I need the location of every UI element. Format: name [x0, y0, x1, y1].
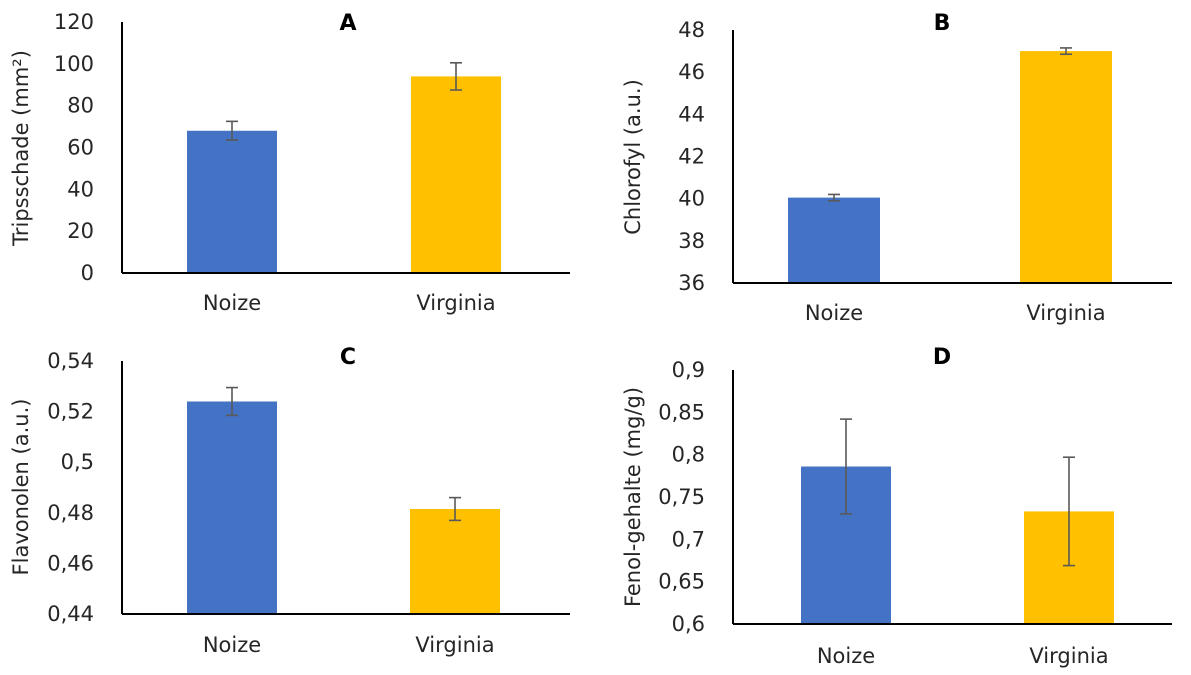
- panel-b-letter: B: [934, 11, 951, 36]
- panel-c-y-axis-title: Flavonolen (a.u.): [9, 399, 33, 576]
- panel-b-bar-virginia: [1020, 51, 1112, 284]
- panel-b-ytick-label: 38: [678, 229, 705, 253]
- panel-d-ytick-label: 0,75: [658, 485, 705, 509]
- panel-a: 0 20 40 60 80 100 120 Noize Virginia Tripsschade …: [9, 10, 570, 315]
- panel-b-ytick-label: 46: [678, 60, 705, 84]
- panel-d-ytick-label: 0,9: [672, 358, 705, 382]
- panel-b-bar-noize: [788, 197, 880, 283]
- panel-c-letter: C: [340, 345, 356, 370]
- panel-a-ytick-label: 40: [67, 177, 94, 201]
- panel-c-ytick-label: 0,46: [47, 551, 94, 575]
- panel-b-ytick-label: 40: [678, 187, 705, 211]
- panel-a-bar-noize: [187, 130, 277, 273]
- panel-d-ytick-label: 0,65: [658, 570, 705, 594]
- panel-a-category-label: Virginia: [416, 291, 495, 315]
- panel-d-ytick-label: 0,8: [672, 443, 705, 467]
- panel-b-ytick-label: 48: [678, 18, 705, 42]
- panel-d-ytick-label: 0,6: [672, 612, 705, 636]
- panel-c-ytick-label: 0,48: [47, 501, 94, 525]
- panel-c-category-label: Noize: [203, 633, 261, 657]
- panel-c-ytick-label: 0,52: [47, 400, 94, 424]
- panel-b-category-label: Virginia: [1026, 301, 1105, 325]
- panel-c-bar-noize: [187, 401, 277, 614]
- panel-b-ytick-label: 42: [678, 145, 705, 169]
- panel-b: 36 38 40 42 44 46 48 Noize Virginia Chlorofyl (a.…: [621, 11, 1172, 325]
- panel-c-ytick-label: 0,5: [61, 450, 94, 474]
- panel-c-ytick-label: 0,44: [47, 602, 94, 626]
- panel-d-ytick-label: 0,7: [672, 527, 705, 551]
- panel-b-category-label: Noize: [805, 301, 863, 325]
- panel-a-letter: A: [339, 11, 356, 36]
- panel-b-ytick-label: 44: [678, 102, 705, 126]
- panel-d-category-label: Noize: [817, 644, 875, 668]
- panel-a-ytick-label: 100: [54, 52, 94, 76]
- panel-d: 0,6 0,65 0,7 0,75 0,8 0,85 0,9 Noize Virginia Fen…: [621, 345, 1172, 668]
- panel-c-ytick-label: 0,54: [47, 349, 94, 373]
- panel-c: 0,44 0,46 0,48 0,5 0,52 0,54 Noize Virginia Flav…: [9, 345, 570, 657]
- panel-a-ytick-label: 80: [67, 94, 94, 118]
- panel-a-category-label: Noize: [203, 291, 261, 315]
- panel-b-ytick-label: 36: [678, 271, 705, 295]
- panel-c-bar-virginia: [410, 509, 500, 614]
- panel-a-y-axis-title: Tripsschade (mm²): [9, 50, 33, 247]
- panel-d-category-label: Virginia: [1029, 644, 1108, 668]
- panel-d-letter: D: [933, 345, 951, 370]
- panel-a-bar-virginia: [411, 76, 501, 273]
- panel-c-category-label: Virginia: [415, 633, 494, 657]
- panel-a-ytick-label: 60: [67, 136, 94, 160]
- panel-a-ytick-label: 20: [67, 219, 94, 243]
- panel-d-y-axis-title: Fenol-gehalte (mg/g): [621, 387, 645, 607]
- panel-b-y-axis-title: Chlorofyl (a.u.): [621, 79, 645, 235]
- panel-a-ytick-label: 0: [81, 261, 94, 285]
- panel-d-ytick-label: 0,85: [658, 400, 705, 424]
- panel-a-ytick-label: 120: [54, 10, 94, 34]
